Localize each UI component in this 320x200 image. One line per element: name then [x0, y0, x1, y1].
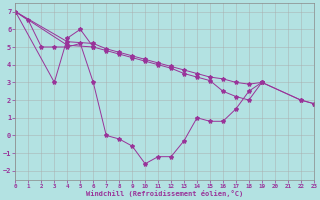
X-axis label: Windchill (Refroidissement éolien,°C): Windchill (Refroidissement éolien,°C)	[86, 190, 243, 197]
